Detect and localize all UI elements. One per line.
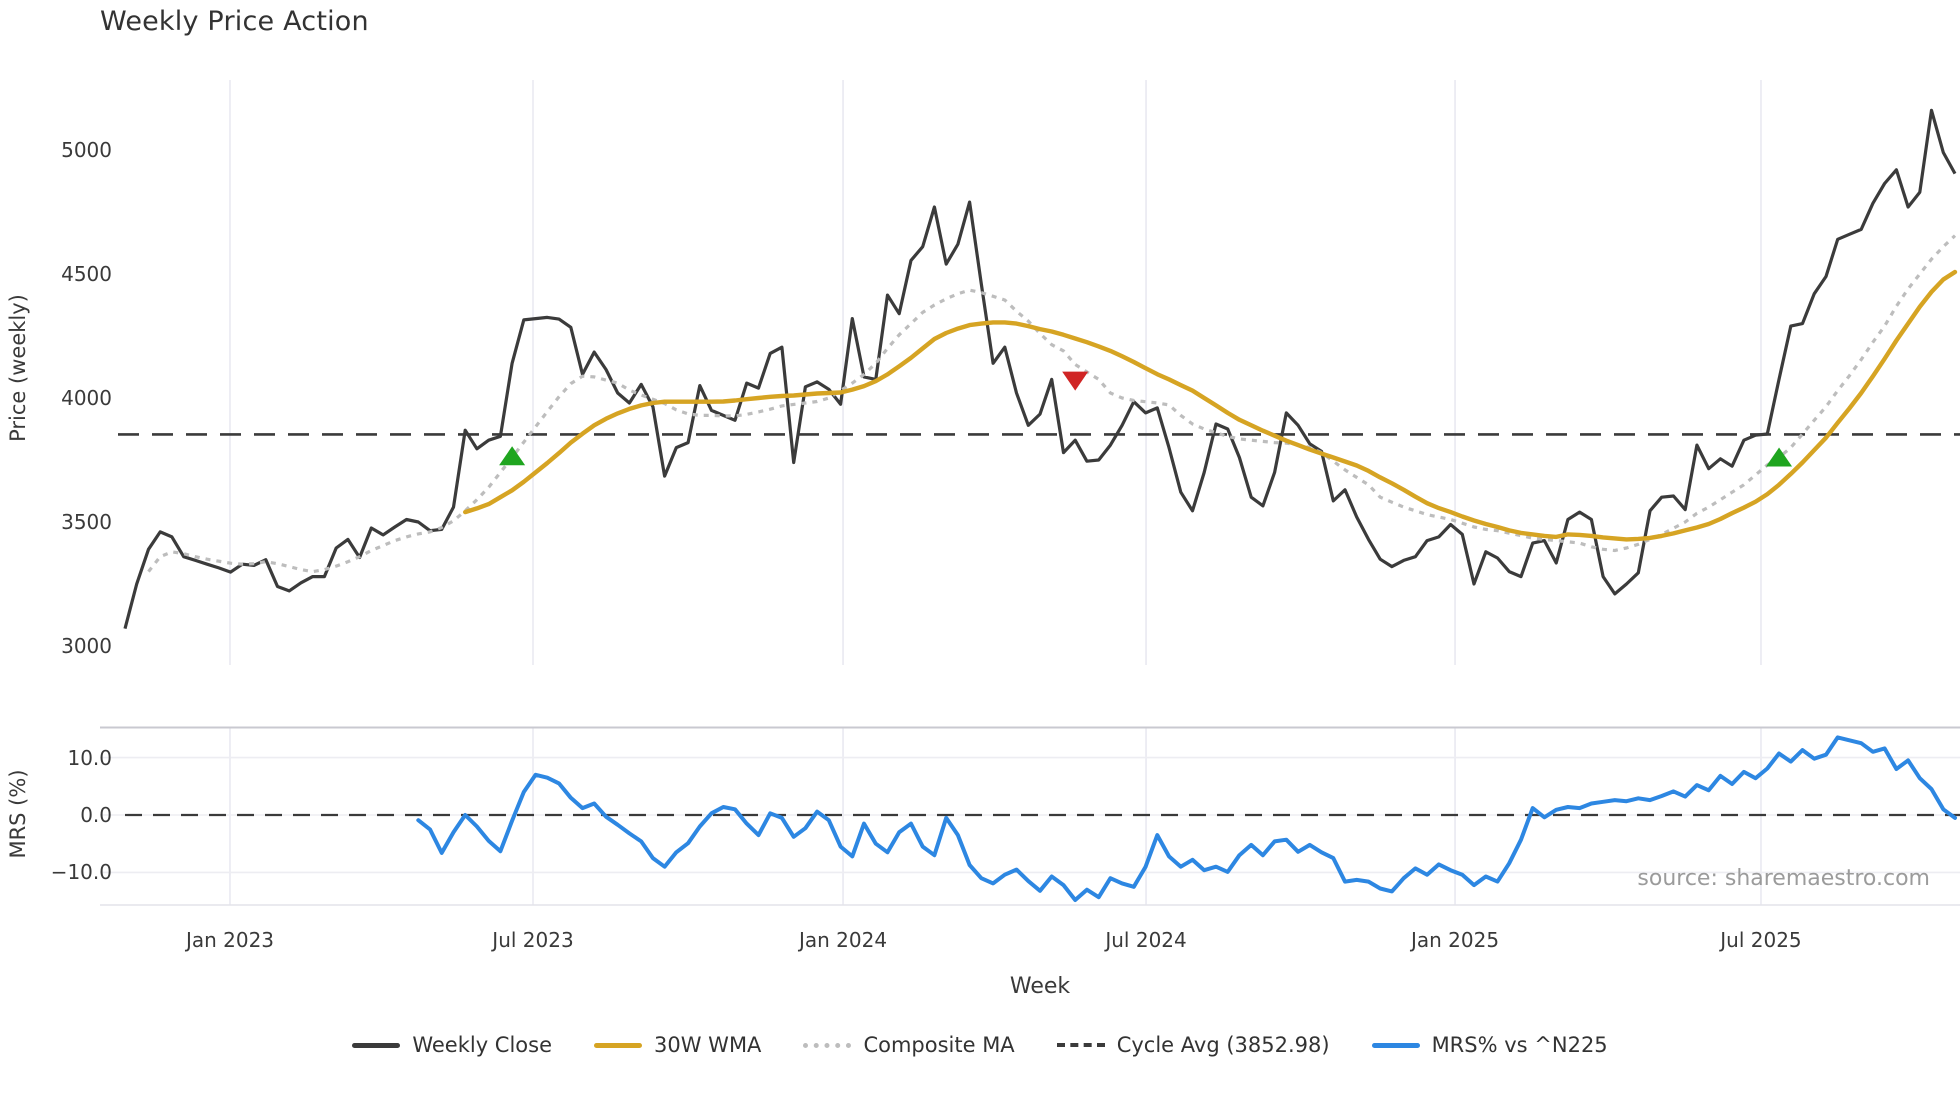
x-tick-label: Jan 2024 [798,928,888,952]
price-axis-title: Price (weekly) [6,294,30,442]
series-composite-ma-line [147,234,1957,574]
source-attribution: source: sharemaestro.com [1637,866,1930,891]
legend-item: Cycle Avg (3852.98) [1056,1033,1330,1057]
legend-label: MRS% vs ^N225 [1431,1033,1608,1057]
mrs-tick-label: −10.0 [50,860,112,885]
legend-label: Cycle Avg (3852.98) [1116,1033,1330,1057]
mrs-tick-label: 10.0 [67,745,112,770]
price-tick-label: 4000 [61,386,112,410]
legend-item: 30W WMA [594,1033,761,1057]
buy-signal-marker [1766,447,1793,467]
legend-item: Weekly Close [352,1033,552,1057]
legend-label: 30W WMA [654,1033,762,1057]
legend-item: MRS% vs ^N225 [1371,1033,1608,1057]
legend-swatch-solid-icon [1371,1042,1420,1048]
mrs-tick-label: 0.0 [80,803,112,827]
buy-signal-marker [499,446,526,466]
chart-legend: Weekly Close 30W WMA Composite MA Cycle Avg… [0,1033,1960,1057]
price-tick-label: 3500 [61,510,112,534]
x-tick-label: Jan 2025 [1410,928,1500,952]
x-tick-label: Jul 2025 [1720,928,1802,952]
legend-swatch-dashed-icon [1056,1043,1105,1047]
legend-swatch-solid-icon [594,1042,643,1048]
legend-swatch-solid-icon [352,1042,401,1048]
legend-item: Composite MA [803,1033,1015,1057]
legend-label: Weekly Close [412,1033,553,1057]
x-tick-label: Jul 2023 [492,928,574,952]
price-tick-label: 5000 [61,138,112,162]
price-tick-label: 4500 [61,262,112,286]
legend-label: Composite MA [863,1033,1015,1057]
x-tick-label: Jul 2024 [1105,928,1187,952]
legend-swatch-dotted-icon [803,1042,852,1048]
sell-signal-marker [1062,371,1089,391]
x-tick-label: Jan 2023 [185,928,275,952]
page-title: Weekly Price Action [100,6,369,37]
mrs-axis-title: MRS (%) [6,769,30,859]
week-axis-title: Week [1009,974,1071,999]
price-tick-label: 3000 [61,634,112,658]
series-mrs-line [416,735,1957,902]
series-weekly-close-line [123,108,1957,630]
series-30w-wma-line [463,269,1958,542]
